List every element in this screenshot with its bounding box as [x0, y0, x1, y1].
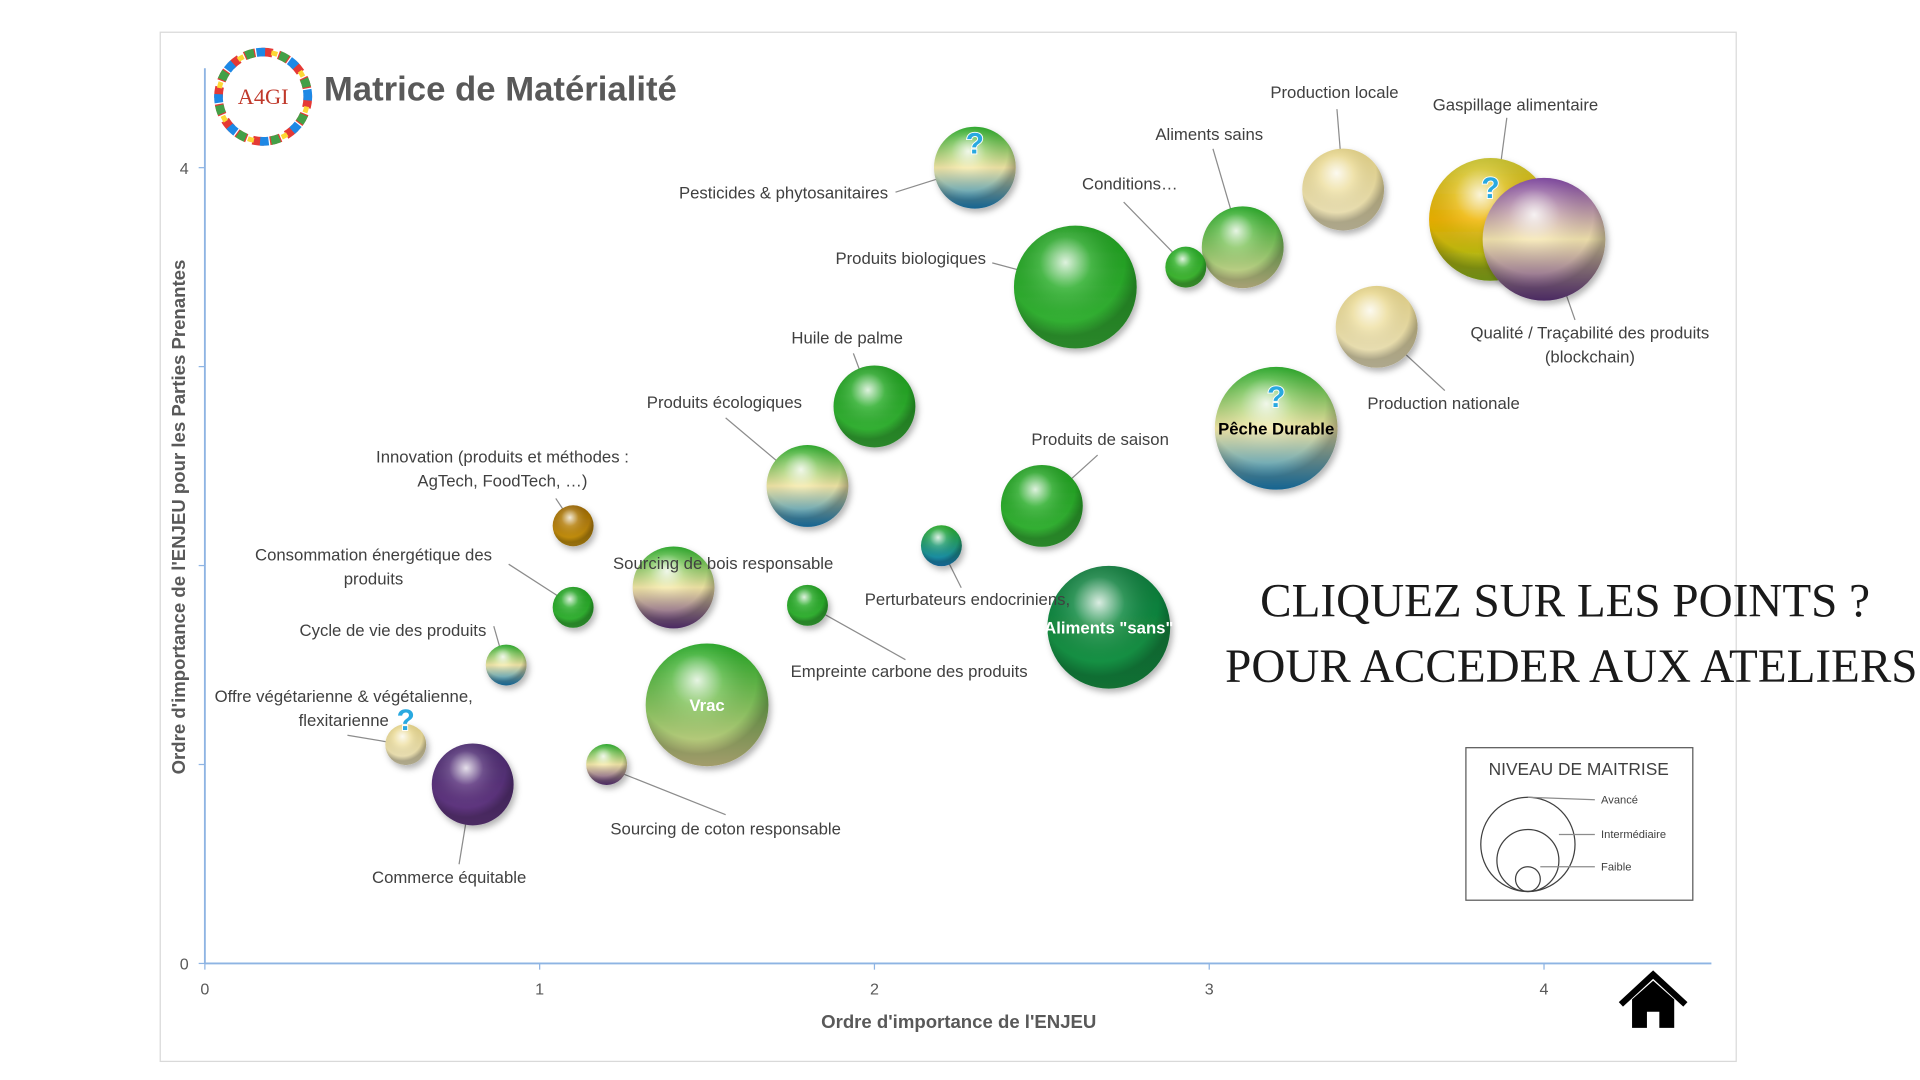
bubble [833, 365, 916, 448]
point-label: Pesticides & phytosanitaires [679, 183, 888, 202]
legend-title: NIVEAU DE MAITRISE [1489, 759, 1669, 779]
bubble [766, 445, 849, 527]
call-to-action: POUR ACCEDER AUX ATELIERS [1225, 641, 1917, 693]
point-label: flexitarienne [299, 711, 389, 730]
call-to-action: CLIQUEZ SUR LES POINTS ? [1260, 575, 1870, 627]
legend: NIVEAU DE MAITRISE Avancé Intermédiaire … [1465, 747, 1694, 901]
point-label: Commerce équitable [372, 868, 526, 887]
leader-line [610, 768, 726, 816]
point-label: Qualité / Traçabilité des produits [1470, 324, 1709, 343]
point-label: Conditions… [1082, 175, 1178, 194]
bubble [1335, 285, 1418, 368]
point-label: AgTech, FoodTech, …) [417, 472, 587, 491]
point-label: Sourcing de bois responsable [613, 554, 833, 573]
point-label: Aliments "sans" [1044, 618, 1173, 637]
x-tick-label: 4 [1540, 980, 1549, 998]
logo-text: A4GI [238, 84, 289, 109]
point-label: Production locale [1270, 83, 1398, 102]
point-label: Produits biologiques [835, 249, 986, 268]
leader-line [812, 607, 906, 661]
point-label: Perturbateurs endocriniens, [865, 590, 1070, 609]
bubble [1201, 206, 1284, 289]
workshop-link[interactable]: ? [396, 703, 416, 738]
point-label: Innovation (produits et méthodes : [376, 448, 629, 467]
axes: 0 1 2 3 4 0 4 [180, 68, 1712, 998]
point-label: Production nationale [1367, 394, 1519, 413]
bubble [485, 644, 527, 686]
x-tick-label: 3 [1205, 980, 1214, 998]
point-label: Cycle de vie des produits [300, 621, 487, 640]
y-axis-title: Ordre d'importance de l'ENJEU pour les P… [168, 260, 189, 775]
workshop-link[interactable]: ? [1480, 171, 1500, 206]
legend-entry: Avancé [1601, 794, 1638, 806]
bubble [787, 584, 828, 626]
point-label: produits [344, 570, 403, 589]
point-label: Aliments sains [1155, 125, 1263, 144]
workshop-link[interactable]: ? [965, 126, 985, 161]
y-tick-label: 0 [180, 956, 189, 974]
point-label: Produits écologiques [647, 393, 802, 412]
chart-title: Matrice de Matérialité [324, 70, 677, 108]
bubble [431, 743, 514, 826]
point-label: Gaspillage alimentaire [1433, 95, 1598, 114]
point-label: Pêche Durable [1218, 419, 1334, 438]
workshop-link[interactable]: ? [1266, 380, 1286, 415]
x-tick-label: 2 [870, 980, 879, 998]
bubble [552, 586, 594, 628]
bubble [1482, 177, 1606, 301]
home-button[interactable] [1618, 970, 1688, 1028]
point-label: Produits de saison [1031, 430, 1169, 449]
point-label: Huile de palme [791, 328, 903, 347]
point-label: Empreinte carbone des produits [791, 662, 1028, 681]
point-label: Sourcing de coton responsable [610, 819, 841, 838]
point-label: Vrac [689, 696, 724, 715]
y-tick-label: 4 [180, 160, 189, 178]
bubble [1302, 148, 1385, 231]
x-tick-label: 0 [200, 980, 209, 998]
bubble [920, 525, 962, 567]
logo: A4GI [214, 47, 313, 146]
bubble [552, 505, 594, 547]
legend-entry: Intermédiaire [1601, 829, 1666, 841]
legend-entry: Faible [1601, 861, 1631, 873]
point-labels: Pesticides & phytosanitaires Production l… [215, 83, 1710, 887]
bubble [1013, 225, 1137, 349]
point-label: Consommation énergétique des [255, 545, 492, 564]
point-label: Offre végétarienne & végétalienne, [215, 687, 473, 706]
x-axis-title: Ordre d'importance de l'ENJEU [821, 1011, 1096, 1032]
bubble [1000, 464, 1083, 547]
point-label: (blockchain) [1545, 348, 1635, 367]
bubble [586, 744, 628, 785]
x-tick-label: 1 [535, 980, 544, 998]
bubble [1165, 246, 1207, 288]
